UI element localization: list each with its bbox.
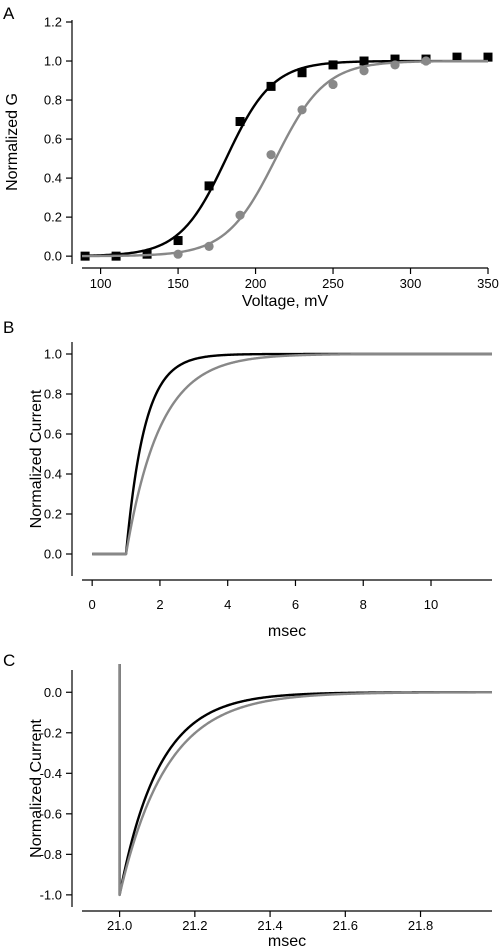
data-point-square — [483, 52, 493, 62]
chart-panel-b: B 0 2 4 6 8 10 0.0 0.2 0.4 0.6 0.8 1.0 msec Normalized… — [3, 318, 493, 640]
series-line-2 — [118, 664, 493, 897]
y-tick-label: 1.0 — [44, 347, 62, 362]
data-point-square — [266, 81, 276, 91]
data-point-circle — [204, 241, 214, 251]
y-tick-label: 0.4 — [44, 171, 62, 186]
data-point-square — [328, 60, 338, 70]
y-tick-label: 1.0 — [44, 54, 62, 69]
x-tick-label: 21.8 — [408, 918, 433, 933]
series-line-1 — [81, 59, 488, 257]
chart-panel-c: C 21.0 21.2 21.4 21.6 21.8 0.0 -0.2 -0.4 -0.6 -0.8… — [3, 651, 493, 950]
x-tick-label: 150 — [167, 276, 189, 291]
data-point-square — [173, 236, 183, 246]
panel-letter: C — [3, 651, 15, 670]
series-line-1 — [92, 352, 493, 556]
y-tick-label: 0.2 — [44, 507, 62, 522]
y-tick-label: 0.6 — [44, 427, 62, 442]
y-tick-label: 1.2 — [44, 15, 62, 30]
x-tick-label: 6 — [292, 597, 299, 612]
y-tick-label: 0.0 — [44, 249, 62, 264]
x-tick-label: 250 — [322, 276, 344, 291]
panel-letter: A — [3, 4, 15, 23]
data-point-square — [297, 68, 307, 78]
y-tick-label: 0.4 — [44, 467, 62, 482]
y-tick-label: 0.0 — [44, 547, 62, 562]
x-tick-label: 0 — [89, 597, 96, 612]
x-axis-label: Voltage, mV — [242, 293, 329, 310]
data-point-square — [390, 54, 400, 64]
x-tick-label: 350 — [477, 276, 499, 291]
data-point-square — [452, 52, 462, 62]
y-tick-label: -1.0 — [40, 887, 62, 902]
y-tick-label: 0.8 — [44, 387, 62, 402]
x-tick-label: 10 — [424, 597, 438, 612]
y-axis-label: Normalized Current — [28, 389, 45, 528]
x-tick-label: 21.2 — [182, 918, 207, 933]
data-point-circle — [173, 249, 183, 259]
y-tick-label: -0.8 — [40, 847, 62, 862]
data-point-circle — [359, 66, 369, 76]
y-tick-label: -0.2 — [40, 725, 62, 740]
panel-letter: B — [3, 318, 14, 337]
series-line-2 — [81, 59, 488, 258]
x-tick-label: 21.0 — [107, 918, 132, 933]
x-tick-label: 21.4 — [257, 918, 282, 933]
series-line-2 — [92, 352, 493, 556]
chart-panel-a: A 100 150 200 250 300 350 0.0 0.2 0.4 0.6 0.8 1.0 1.2… — [3, 4, 499, 310]
x-tick-label: 2 — [156, 597, 163, 612]
x-tick-label: 4 — [224, 597, 231, 612]
y-tick-label: 0.6 — [44, 132, 62, 147]
x-tick-label: 100 — [90, 276, 112, 291]
x-tick-label: 8 — [360, 597, 367, 612]
x-tick-label: 200 — [245, 276, 267, 291]
x-axis-label: msec — [268, 933, 306, 950]
data-point-circle — [297, 105, 307, 115]
x-axis-label: msec — [268, 623, 306, 640]
y-tick-label: 0.0 — [44, 685, 62, 700]
y-tick-label: -0.6 — [40, 806, 62, 821]
data-point-square — [235, 117, 245, 127]
y-axis-label: Normalized Current — [28, 719, 45, 858]
data-point-circle — [266, 150, 276, 160]
data-point-circle — [421, 56, 431, 66]
data-point-circle — [390, 60, 400, 70]
y-tick-label: 0.2 — [44, 210, 62, 225]
y-tick-label: -0.4 — [40, 766, 62, 781]
y-tick-label: 0.8 — [44, 93, 62, 108]
data-point-square — [359, 56, 369, 66]
data-point-circle — [328, 79, 338, 90]
series-line-1 — [118, 664, 493, 897]
data-point-square — [204, 181, 214, 191]
x-tick-label: 21.6 — [333, 918, 358, 933]
y-axis-label: Normalized G — [4, 93, 21, 191]
data-point-circle — [235, 210, 245, 220]
x-tick-label: 300 — [400, 276, 422, 291]
